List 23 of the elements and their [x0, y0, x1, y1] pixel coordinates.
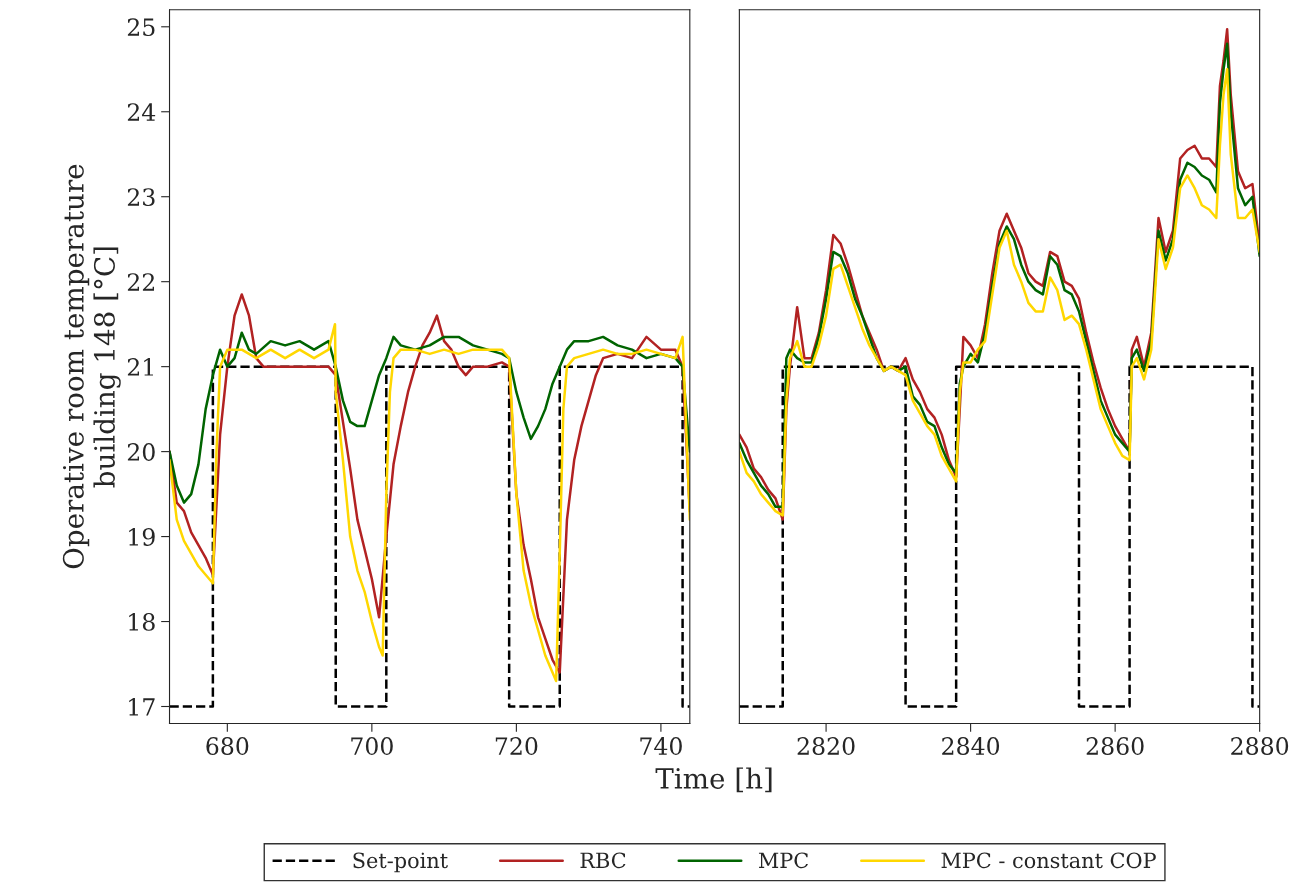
y-tick-label: 19 [129, 528, 155, 546]
legend-label: MPC - constant COP [941, 852, 1156, 869]
y-tick-label: 22 [127, 273, 155, 291]
x-tick-label: 740 [640, 737, 682, 755]
y-tick-label: 24 [127, 103, 156, 121]
legend-label: Set-point [353, 852, 448, 873]
legend-label: RBC [580, 852, 626, 869]
x-tick-label: 2820 [797, 737, 855, 755]
x-tick-label: 680 [206, 737, 249, 755]
x-tick-label: 2880 [1231, 737, 1289, 755]
x-tick-label: 720 [495, 737, 538, 755]
x-tick-label: 700 [351, 737, 393, 755]
x-tick-label: 2840 [942, 737, 1000, 755]
y-tick-label: 21 [127, 358, 153, 376]
y-tick-label: 17 [129, 697, 155, 716]
y-tick-label: 23 [127, 188, 155, 207]
legend-label: MPC [758, 852, 808, 869]
y-tick-label: 18 [129, 612, 155, 631]
x-tick-label: 2860 [1086, 737, 1144, 755]
y-tick-label: 20 [127, 443, 155, 461]
x-axis-title: Time [h] [655, 767, 772, 793]
y-axis-title: Operative room temperature building 148 [°C] [62, 164, 121, 569]
y-tick-label: 25 [127, 18, 155, 37]
